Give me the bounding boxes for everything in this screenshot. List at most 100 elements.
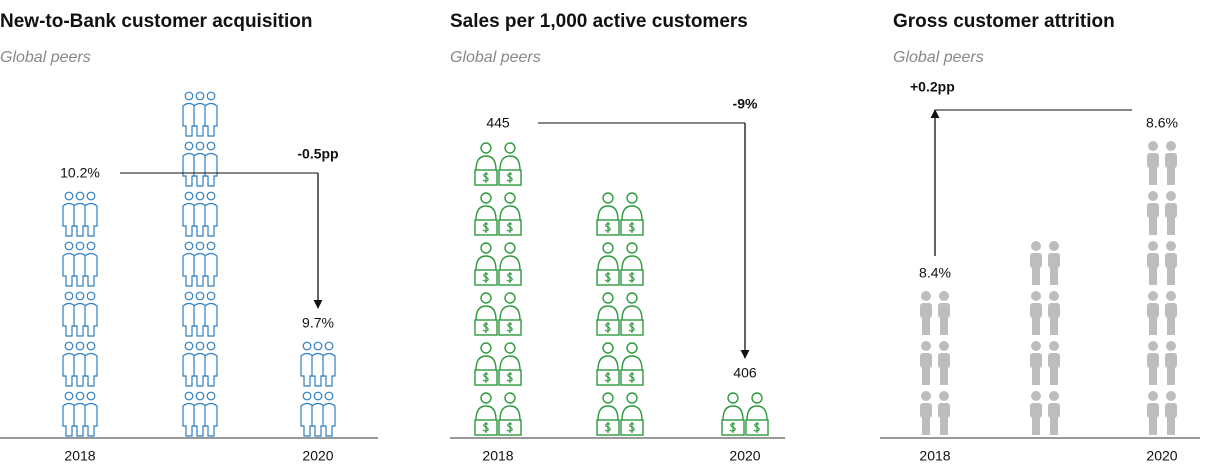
icon-body	[300, 402, 314, 437]
panel-subtitle: Global peers	[893, 49, 984, 66]
panel-subtitle: Global peers	[450, 49, 541, 66]
icon-body	[938, 403, 950, 418]
icon-head	[602, 292, 614, 304]
icon-head	[1166, 341, 1176, 351]
icon-body	[621, 205, 643, 221]
icon-legs	[1149, 217, 1157, 235]
icon-dollar	[604, 372, 611, 383]
icon-head	[504, 242, 516, 254]
value-label: 445	[486, 115, 510, 131]
icon-body	[920, 403, 932, 418]
icon-body	[475, 205, 497, 221]
icon-body	[300, 352, 314, 387]
panel-title: Sales per 1,000 active customers	[450, 11, 748, 32]
icon-head	[206, 341, 216, 351]
icon-head	[1049, 241, 1059, 251]
icon-body	[1147, 153, 1159, 168]
icon-body	[62, 302, 76, 337]
icon-stack	[62, 191, 98, 437]
icon-head	[602, 342, 614, 354]
icon-head	[921, 341, 931, 351]
icon-head	[1049, 291, 1059, 301]
value-label: 8.4%	[919, 265, 951, 281]
icon-dollar	[506, 322, 513, 333]
icon-head	[184, 341, 194, 351]
icon-body	[84, 352, 98, 387]
icon-stack	[474, 142, 522, 436]
icon-legs	[940, 367, 948, 385]
icon-head	[64, 391, 74, 401]
icon-legs	[922, 317, 930, 335]
icon-body	[73, 252, 87, 287]
value-label: 9.7%	[302, 315, 334, 331]
icon-legs	[1149, 367, 1157, 385]
icon-body	[84, 202, 98, 237]
icon-head	[1148, 341, 1158, 351]
icon-dollar	[604, 272, 611, 283]
x-tick-label: 2018	[919, 448, 950, 464]
icon-body	[499, 255, 521, 271]
icon-body	[182, 102, 196, 137]
icon-head	[195, 91, 205, 101]
icon-body	[182, 352, 196, 387]
x-tick-label: 2018	[482, 448, 513, 464]
icon-body	[920, 303, 932, 318]
icon-body	[193, 202, 207, 237]
icon-head	[206, 241, 216, 251]
icon-legs	[1149, 167, 1157, 185]
icon-body	[84, 252, 98, 287]
icon-head	[195, 391, 205, 401]
icon-legs	[1167, 317, 1175, 335]
icon-body	[621, 405, 643, 421]
icon-body	[62, 352, 76, 387]
icon-head	[1049, 341, 1059, 351]
panel-title: New-to-Bank customer acquisition	[0, 11, 313, 32]
icon-body	[1165, 303, 1177, 318]
x-tick-label: 2020	[1146, 448, 1177, 464]
icon-body	[1147, 403, 1159, 418]
icon-head	[602, 392, 614, 404]
icon-head	[921, 391, 931, 401]
icon-head	[1166, 291, 1176, 301]
icon-body	[193, 352, 207, 387]
icon-body	[311, 402, 325, 437]
icon-body	[475, 255, 497, 271]
icon-legs	[1167, 267, 1175, 285]
icon-body	[1165, 253, 1177, 268]
icon-head	[86, 191, 96, 201]
icon-head	[206, 391, 216, 401]
icon-stack	[721, 392, 769, 436]
icon-head	[86, 291, 96, 301]
icon-head	[504, 292, 516, 304]
icon-head	[75, 291, 85, 301]
icon-head	[184, 241, 194, 251]
icon-stack	[1147, 141, 1177, 435]
icon-head	[75, 341, 85, 351]
icon-body	[204, 102, 218, 137]
icon-head	[1148, 141, 1158, 151]
value-label: 10.2%	[60, 165, 100, 181]
icon-head	[1148, 241, 1158, 251]
icon-head	[626, 392, 638, 404]
icon-legs	[1032, 417, 1040, 435]
icon-body	[475, 405, 497, 421]
icon-head	[64, 191, 74, 201]
panel-subtitle: Global peers	[0, 49, 91, 66]
icon-body	[1048, 303, 1060, 318]
icon-body	[475, 305, 497, 321]
icon-body	[193, 302, 207, 337]
icon-body	[1165, 203, 1177, 218]
value-label: 8.6%	[1146, 115, 1178, 131]
icon-head	[64, 341, 74, 351]
icon-body	[1030, 303, 1042, 318]
icon-body	[73, 352, 87, 387]
icon-dollar	[628, 372, 635, 383]
icon-body	[182, 302, 196, 337]
icon-legs	[940, 417, 948, 435]
icon-head	[504, 392, 516, 404]
icon-body	[499, 405, 521, 421]
icon-dollar	[628, 222, 635, 233]
icon-body	[499, 355, 521, 371]
icon-head	[727, 392, 739, 404]
icon-body	[1147, 353, 1159, 368]
